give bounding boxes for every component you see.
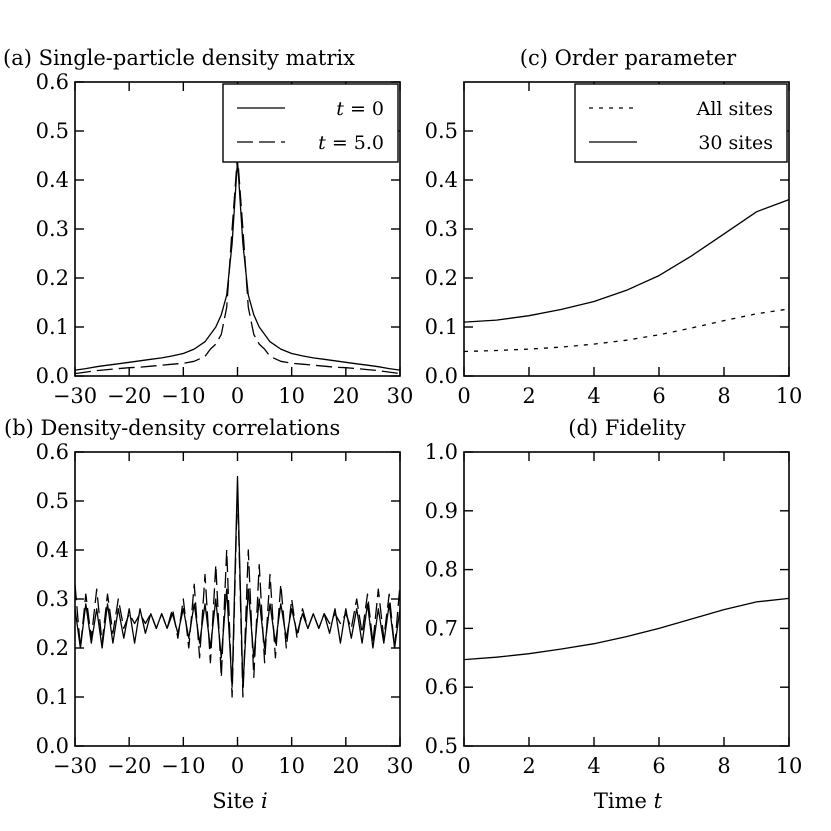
legend-label-rest: = 0 bbox=[344, 98, 384, 120]
x-tick-label: −20 bbox=[107, 384, 151, 408]
x-tick-label: 8 bbox=[717, 754, 730, 778]
y-tick-label: 0.6 bbox=[425, 675, 458, 699]
legend-label: t = 5.0 bbox=[318, 132, 384, 154]
x-axis-label-site-word: Site bbox=[212, 789, 254, 813]
y-tick-label: 0.6 bbox=[36, 70, 69, 94]
y-tick-label: 0.5 bbox=[36, 489, 69, 513]
series-line-solid bbox=[74, 159, 401, 371]
x-tick-label: 20 bbox=[332, 754, 359, 778]
panel-a: (a) Single-particle density matrix −30 −2… bbox=[3, 46, 413, 408]
x-axis-label-site-var: i bbox=[261, 789, 268, 813]
y-tick-label: 0.2 bbox=[425, 266, 458, 290]
x-tick-label: 10 bbox=[776, 384, 803, 408]
x-tick-label: 4 bbox=[587, 384, 600, 408]
x-tick-label: 4 bbox=[587, 754, 600, 778]
y-tick-label: 0.8 bbox=[425, 558, 458, 582]
x-tick-label: 30 bbox=[387, 754, 414, 778]
x-tick-label: 2 bbox=[522, 754, 535, 778]
x-tick-label: 2 bbox=[522, 384, 535, 408]
x-tick-label: −30 bbox=[53, 384, 97, 408]
x-tick-label: 8 bbox=[717, 384, 730, 408]
legend-box bbox=[222, 83, 399, 163]
y-tick-label: 0.4 bbox=[425, 168, 458, 192]
legend-label: t = 0 bbox=[336, 98, 384, 120]
panel-b: (b) Density-density correlations −30 −20−… bbox=[4, 416, 413, 813]
legend-label-var: t bbox=[336, 98, 344, 120]
x-tick-label: −10 bbox=[161, 384, 205, 408]
x-tick-label: −20 bbox=[107, 754, 151, 778]
panel-c-title: (c) Order parameter bbox=[520, 46, 737, 70]
legend-label: All sites bbox=[696, 98, 773, 120]
x-tick-label: 10 bbox=[278, 384, 305, 408]
x-tick-label: 0 bbox=[231, 754, 244, 778]
series-line-dashed bbox=[74, 154, 401, 375]
x-tick-label: 6 bbox=[652, 754, 665, 778]
y-tick-label: 0.0 bbox=[36, 734, 69, 758]
x-tick-label: 6 bbox=[652, 384, 665, 408]
y-tick-label: 0.1 bbox=[425, 315, 458, 339]
x-axis-label-time: Time t bbox=[594, 789, 663, 813]
y-tick-label: 0.4 bbox=[36, 168, 69, 192]
panel-d: (d) Fidelity 0 2 4 6 8 10 0.5 0.6 0.7 0.8 0.9 1.0 T… bbox=[425, 416, 803, 813]
y-tick-label: 0.1 bbox=[36, 315, 69, 339]
y-tick-label: 0.3 bbox=[425, 217, 458, 241]
y-tick-label: 0.0 bbox=[36, 364, 69, 388]
series-line-dashed bbox=[74, 485, 401, 698]
y-tick-label: 0.3 bbox=[36, 587, 69, 611]
y-tick-label: 0.5 bbox=[425, 734, 458, 758]
series-line-solid bbox=[463, 198, 790, 323]
x-tick-label: 20 bbox=[332, 384, 359, 408]
y-tick-label: 0.4 bbox=[36, 538, 69, 562]
legend-label: 30 sites bbox=[698, 132, 773, 154]
y-tick-label: 1.0 bbox=[425, 440, 458, 464]
panel-a-title: (a) Single-particle density matrix bbox=[3, 46, 355, 70]
series-line-dotted bbox=[463, 308, 790, 353]
x-axis-label-time-var: t bbox=[654, 789, 663, 813]
x-axis-label-site: Site i bbox=[212, 789, 267, 813]
x-tick-label: −30 bbox=[53, 754, 97, 778]
y-tick-label: 0.3 bbox=[36, 217, 69, 241]
panel-c: (c) Order parameter 0 2 4 6 8 10 0.0 0.1 0.2 0.3 0… bbox=[425, 46, 803, 408]
panel-b-title: (b) Density-density correlations bbox=[4, 416, 340, 440]
legend-label-var: t bbox=[318, 132, 326, 154]
x-tick-label: 0 bbox=[231, 384, 244, 408]
y-tick-label: 0.1 bbox=[36, 685, 69, 709]
y-tick-label: 0.2 bbox=[36, 266, 69, 290]
y-tick-label: 0.5 bbox=[425, 119, 458, 143]
x-axis-label-time-word: Time bbox=[594, 789, 647, 813]
x-tick-label: 30 bbox=[387, 384, 414, 408]
x-tick-label: 10 bbox=[776, 754, 803, 778]
legend-label-rest: = 5.0 bbox=[326, 132, 384, 154]
x-tick-label: 0 bbox=[457, 384, 470, 408]
x-tick-label: 10 bbox=[278, 754, 305, 778]
legend-box bbox=[574, 83, 788, 163]
plot-frame bbox=[463, 451, 790, 747]
y-tick-label: 0.9 bbox=[425, 499, 458, 523]
y-tick-label: 0.6 bbox=[36, 440, 69, 464]
series-line-solid bbox=[463, 597, 790, 661]
x-tick-label: −10 bbox=[161, 754, 205, 778]
y-tick-label: 0.7 bbox=[425, 616, 458, 640]
panel-d-title: (d) Fidelity bbox=[568, 416, 686, 440]
x-tick-label: 0 bbox=[457, 754, 470, 778]
series-line-solid bbox=[74, 475, 401, 688]
y-tick-label: 0.0 bbox=[425, 364, 458, 388]
y-tick-label: 0.2 bbox=[36, 636, 69, 660]
y-tick-label: 0.5 bbox=[36, 119, 69, 143]
